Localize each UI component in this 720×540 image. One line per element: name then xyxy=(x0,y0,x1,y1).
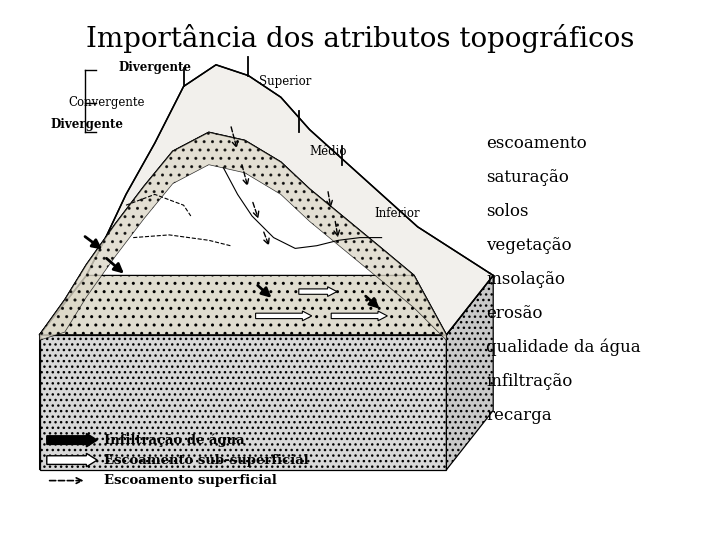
Text: vegetação: vegetação xyxy=(486,237,572,254)
Text: Inferior: Inferior xyxy=(374,207,420,220)
Text: saturação: saturação xyxy=(486,168,569,186)
Text: Escoamento sub-superficial: Escoamento sub-superficial xyxy=(104,454,309,467)
Text: Superior: Superior xyxy=(259,75,312,87)
Text: escoamento: escoamento xyxy=(486,134,587,152)
Polygon shape xyxy=(40,275,493,335)
Text: Importância dos atributos topográficos: Importância dos atributos topográficos xyxy=(86,24,634,53)
Text: Convergente: Convergente xyxy=(68,96,145,109)
Polygon shape xyxy=(40,275,86,470)
Text: Médio: Médio xyxy=(310,145,347,158)
Text: infiltração: infiltração xyxy=(486,373,572,390)
FancyArrow shape xyxy=(47,454,97,467)
Text: Escoamento superficial: Escoamento superficial xyxy=(104,474,277,487)
FancyArrow shape xyxy=(331,311,387,321)
Polygon shape xyxy=(446,275,493,470)
Text: qualidade da água: qualidade da água xyxy=(486,339,641,356)
Text: insolação: insolação xyxy=(486,271,565,288)
Text: recarga: recarga xyxy=(486,407,552,424)
Text: Divergente: Divergente xyxy=(118,61,192,74)
Text: Infiltração de água: Infiltração de água xyxy=(104,433,245,447)
Polygon shape xyxy=(40,65,493,335)
Polygon shape xyxy=(40,335,446,470)
Text: erosão: erosão xyxy=(486,305,542,322)
FancyArrow shape xyxy=(47,433,97,447)
Text: solos: solos xyxy=(486,202,528,220)
FancyArrow shape xyxy=(256,311,312,321)
Text: Divergente: Divergente xyxy=(50,118,123,131)
Polygon shape xyxy=(40,132,446,340)
FancyArrow shape xyxy=(299,287,337,296)
